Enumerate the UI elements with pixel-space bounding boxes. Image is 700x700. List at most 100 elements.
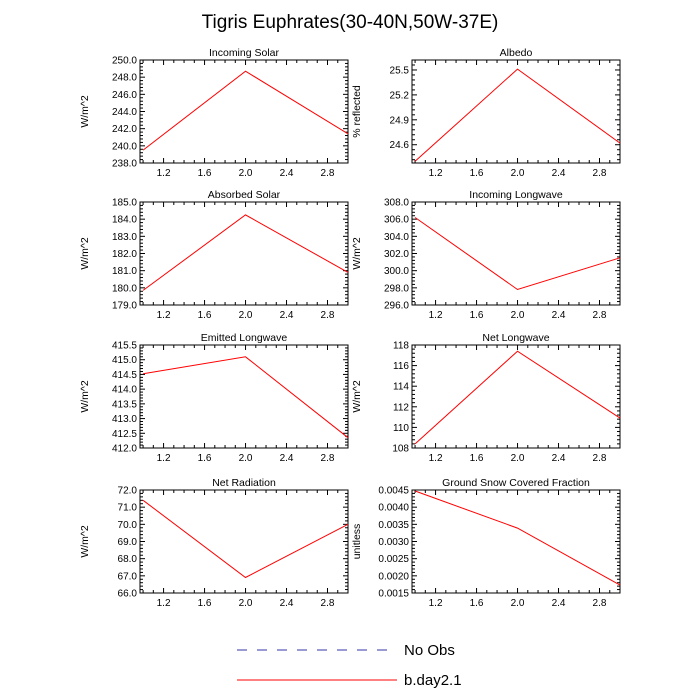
y-tick-label: 250.0 (112, 56, 137, 67)
y-tick-label: 302.0 (384, 249, 409, 260)
x-tick-label: 1.6 (470, 598, 484, 609)
x-tick-label: 1.6 (198, 598, 212, 609)
y-axis-label: W/m^2 (79, 95, 91, 128)
y-tick-label: 71.0 (118, 503, 138, 514)
panel-albedo: Albedo % reflected 1.2 1.6 2.0 2.4 2.8 24.6 24.9… (351, 47, 621, 179)
x-tick-label: 2.8 (321, 168, 335, 179)
y-tick-label: 185.0 (112, 198, 137, 209)
x-tick-label: 1.2 (429, 453, 443, 464)
y-tick-label: 306.0 (384, 215, 409, 226)
x-tick-label: 2.8 (321, 310, 335, 321)
series-line-b-day2-1 (143, 356, 349, 439)
legend-label-b-day2-1: b.day2.1 (404, 672, 462, 689)
x-tick-label: 1.2 (429, 598, 443, 609)
x-tick-label: 1.6 (198, 310, 212, 321)
x-tick-label: 2.0 (239, 310, 253, 321)
y-axis-label: unitless (351, 524, 363, 560)
x-tick-label: 2.4 (280, 310, 294, 321)
series-line-b-day2-1 (142, 70, 349, 151)
legend: No Obs b.day2.1 (237, 642, 462, 689)
y-tick-label: 66.0 (118, 589, 138, 600)
x-tick-label: 2.4 (552, 598, 566, 609)
plot-frame (411, 489, 621, 594)
y-tick-label: 413.0 (112, 414, 137, 425)
plot-frame (139, 201, 349, 306)
panel-title: Incoming Longwave (469, 189, 563, 201)
y-tick-label: 414.5 (112, 370, 137, 381)
x-tick-label: 2.4 (280, 598, 294, 609)
x-tick-label: 2.8 (321, 598, 335, 609)
plot-frame (411, 344, 621, 449)
x-tick-label: 1.2 (157, 453, 171, 464)
x-tick-label: 2.4 (552, 168, 566, 179)
x-tick-label: 2.4 (552, 453, 566, 464)
legend-label-no-obs: No Obs (404, 642, 455, 659)
panel-net-longwave: Net Longwave W/m^2 1.2 1.6 2.0 2.4 2.8 108 110 11… (351, 332, 621, 464)
x-tick-label: 1.6 (470, 453, 484, 464)
x-tick-label: 2.0 (511, 453, 525, 464)
x-tick-label: 1.2 (157, 598, 171, 609)
x-tick-label: 2.0 (239, 453, 253, 464)
x-tick-label: 2.8 (593, 168, 607, 179)
y-axis-label: W/m^2 (351, 237, 363, 270)
y-tick-label: 415.5 (112, 341, 137, 352)
x-tick-label: 2.0 (511, 168, 525, 179)
y-tick-label: 300.0 (384, 266, 409, 277)
series-line-b-day2-1 (414, 490, 621, 586)
series-line-b-day2-1 (142, 214, 349, 291)
y-tick-label: 308.0 (384, 198, 409, 209)
y-tick-label: 118 (393, 341, 409, 352)
y-tick-label: 296.0 (384, 301, 409, 312)
y-tick-label: 0.0040 (378, 503, 409, 514)
x-tick-label: 2.4 (280, 453, 294, 464)
y-tick-label: 67.0 (118, 571, 138, 582)
panel-ground-snow-covered-fraction: Ground Snow Covered Fraction unitless 1.2 1… (351, 477, 621, 609)
series-line-b-day2-1 (414, 68, 621, 162)
y-tick-label: 114 (393, 382, 409, 393)
y-tick-label: 181.0 (112, 266, 137, 277)
panel-incoming-longwave: Incoming Longwave W/m^2 1.2 1.6 2.0 2.4 2.8 296… (351, 189, 621, 321)
y-tick-label: 182.0 (112, 249, 137, 260)
x-tick-label: 2.0 (511, 598, 525, 609)
panel-incoming-solar: Incoming Solar W/m^2 1.2 1.6 2.0 2.4 2.8 238.0 2… (79, 47, 349, 179)
panel-title: Net Radiation (212, 477, 276, 489)
panel-title: Albedo (500, 47, 533, 59)
y-tick-label: 0.0030 (378, 537, 409, 548)
y-tick-label: 304.0 (384, 232, 409, 243)
x-tick-label: 1.2 (429, 168, 443, 179)
y-tick-label: 246.0 (112, 90, 137, 101)
y-tick-label: 24.9 (390, 115, 410, 126)
y-tick-label: 69.0 (118, 537, 138, 548)
y-tick-label: 180.0 (112, 283, 137, 294)
y-tick-label: 244.0 (112, 107, 137, 118)
x-tick-label: 2.8 (593, 310, 607, 321)
x-tick-label: 1.6 (198, 168, 212, 179)
y-tick-label: 70.0 (118, 520, 138, 531)
y-tick-label: 25.5 (390, 65, 410, 76)
series-line-b-day2-1 (414, 350, 621, 445)
x-tick-label: 2.0 (239, 168, 253, 179)
y-axis-label: % reflected (351, 85, 363, 138)
y-tick-label: 184.0 (112, 215, 137, 226)
y-tick-label: 179.0 (112, 301, 137, 312)
y-tick-label: 414.0 (112, 385, 137, 396)
panel-title: Emitted Longwave (201, 332, 288, 344)
y-axis-label: W/m^2 (79, 380, 91, 413)
y-axis-label: W/m^2 (79, 525, 91, 558)
x-tick-label: 2.8 (593, 453, 607, 464)
x-tick-label: 2.8 (321, 453, 335, 464)
panel-emitted-longwave: Emitted Longwave W/m^2 1.2 1.6 2.0 2.4 2.8 412.… (79, 332, 349, 464)
x-tick-label: 1.2 (157, 310, 171, 321)
y-tick-label: 0.0025 (378, 554, 409, 565)
x-tick-label: 2.8 (593, 598, 607, 609)
y-tick-label: 108 (392, 444, 409, 455)
x-tick-label: 2.4 (552, 310, 566, 321)
x-tick-label: 2.0 (239, 598, 253, 609)
y-tick-label: 183.0 (112, 232, 137, 243)
x-tick-label: 2.4 (280, 168, 294, 179)
y-tick-label: 242.0 (112, 124, 137, 135)
y-tick-label: 240.0 (112, 141, 137, 152)
panel-title: Ground Snow Covered Fraction (442, 477, 590, 489)
series-line-b-day2-1 (414, 217, 621, 291)
